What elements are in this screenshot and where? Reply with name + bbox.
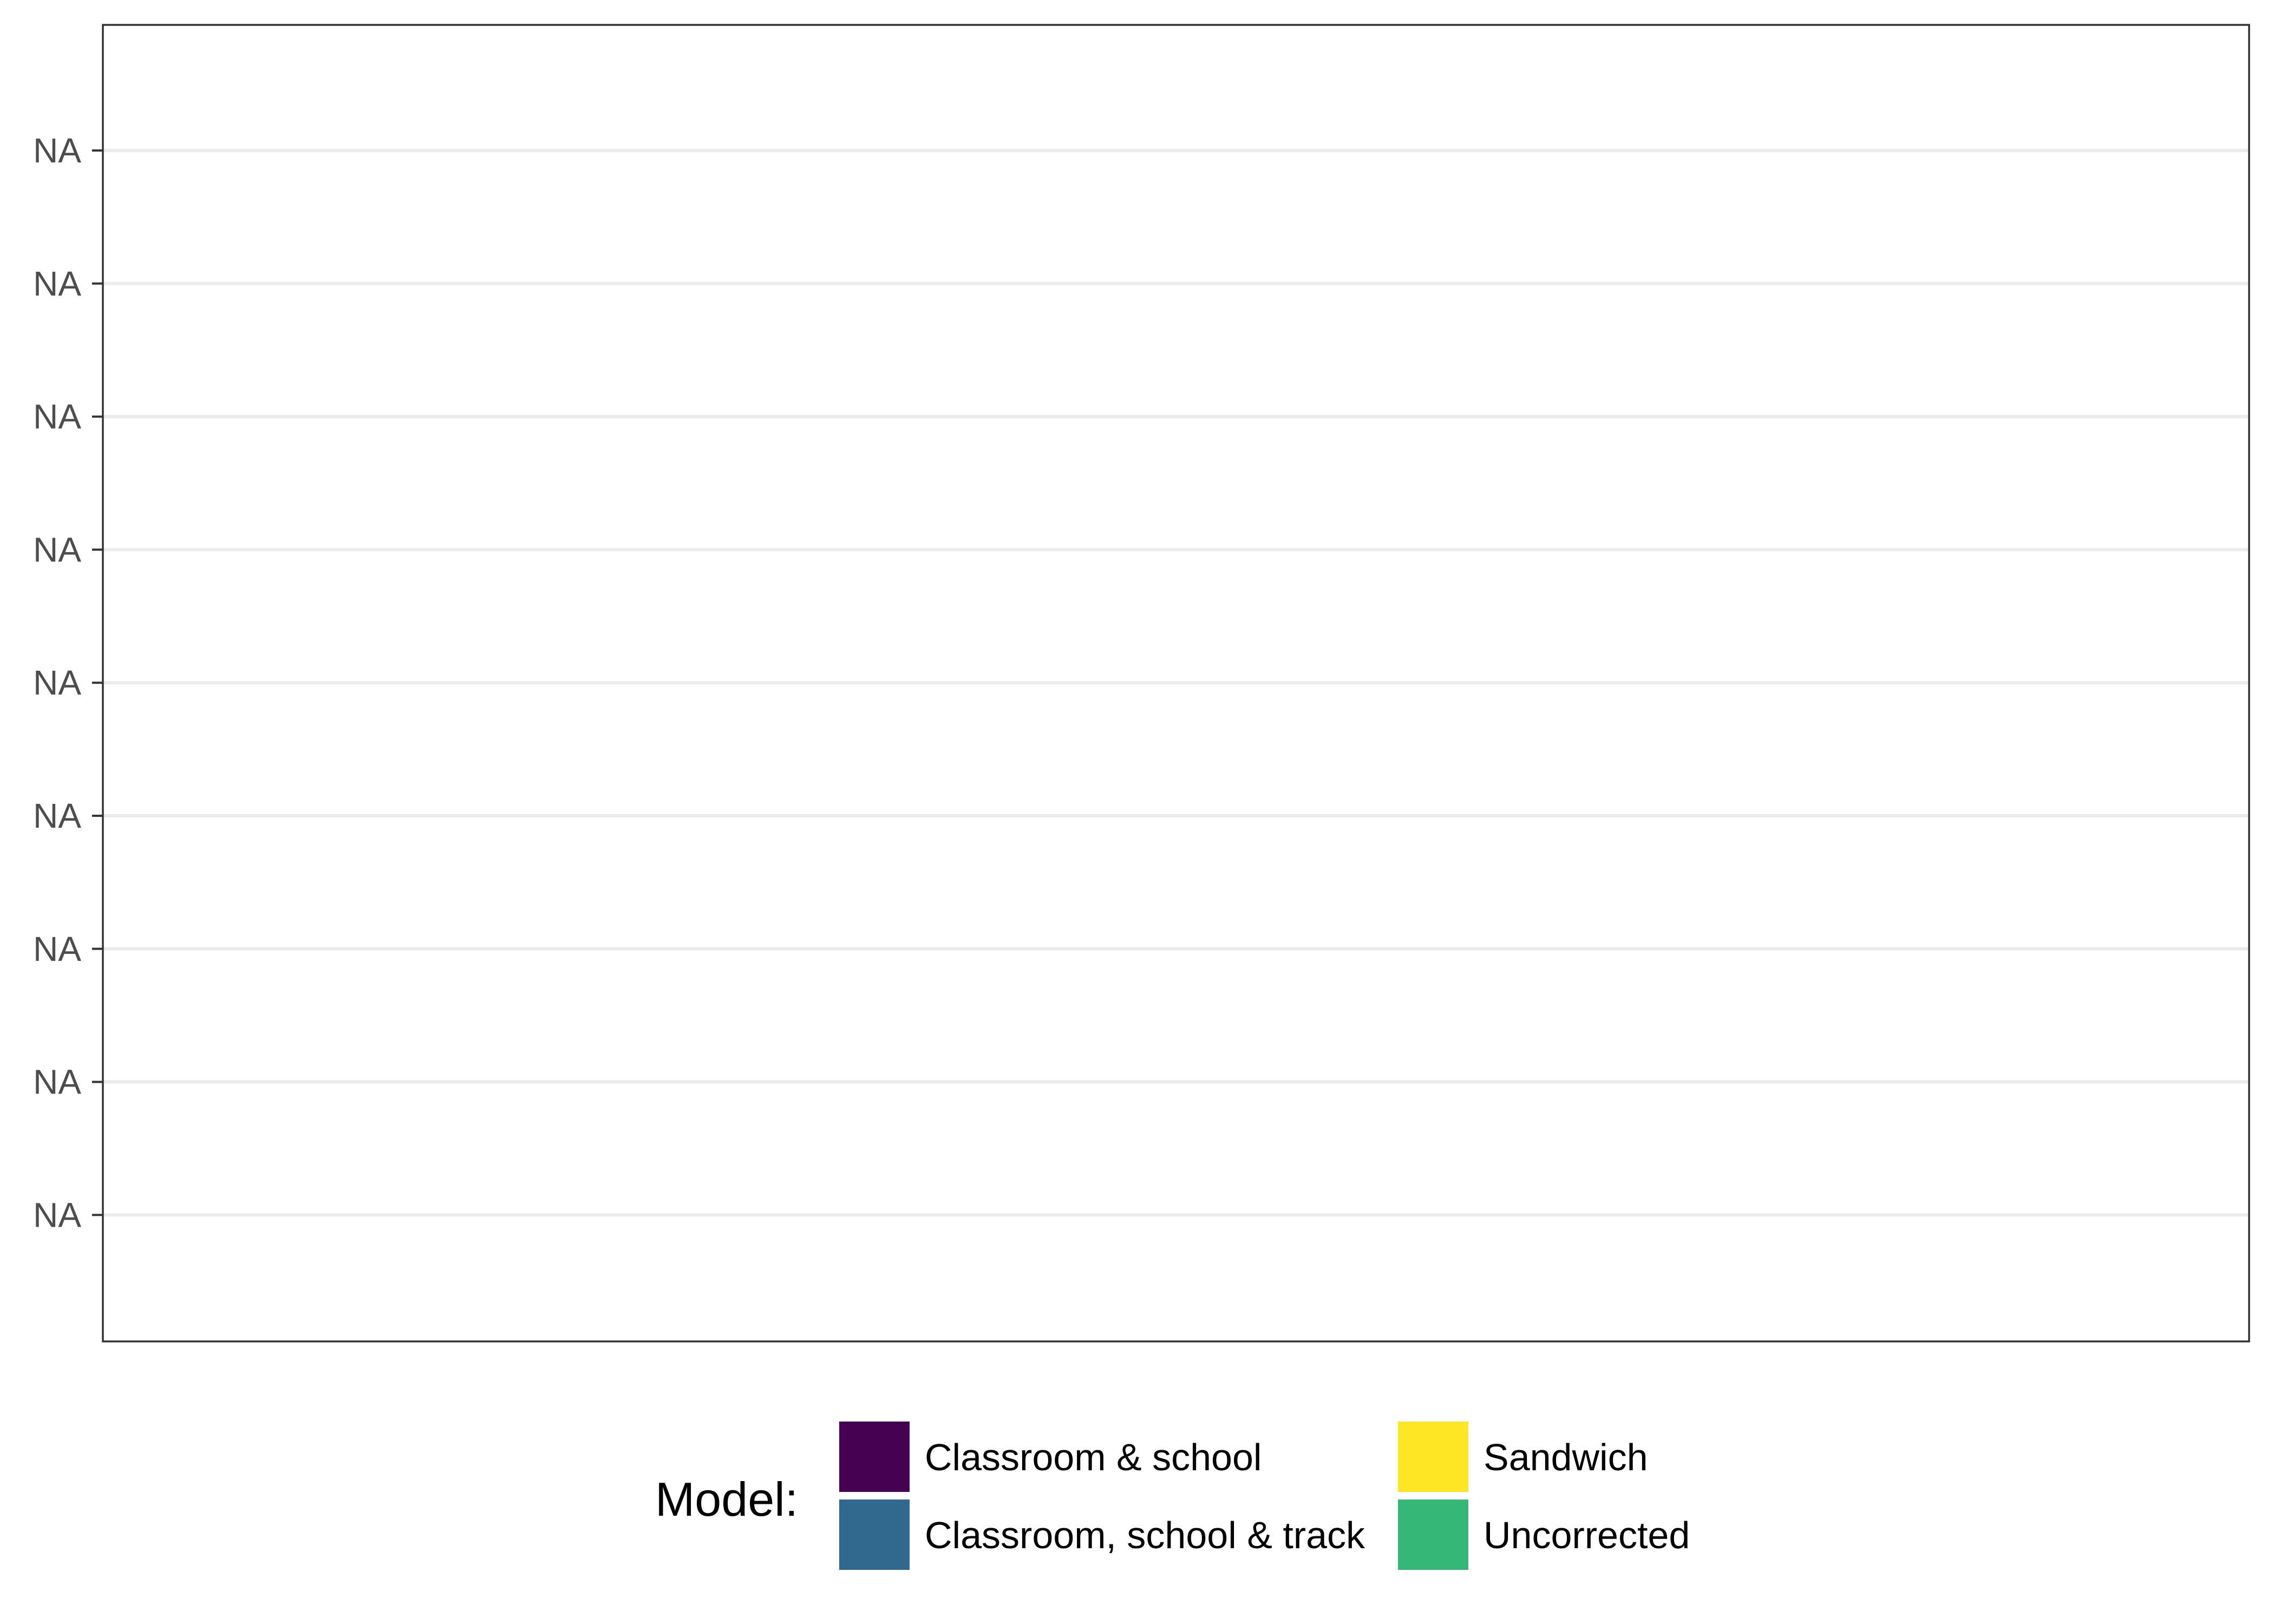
legend-label: Classroom & school	[925, 1436, 1262, 1478]
y-axis: NA NA NA NA NA NA NA NA NA	[33, 131, 103, 1234]
legend-label: Sandwich	[1484, 1436, 1648, 1478]
legend-items: Classroom & school Classroom, school & tr…	[837, 1419, 1690, 1572]
legend-key	[837, 1497, 912, 1572]
y-tick-label: NA	[33, 131, 81, 170]
y-tick-label: NA	[33, 796, 81, 835]
legend-key	[1396, 1497, 1471, 1572]
y-tick-label: NA	[33, 929, 81, 968]
legend: Model: Classroom & school Classroom, scho…	[655, 1419, 1690, 1572]
legend-key	[1396, 1419, 1471, 1494]
y-tick-label: NA	[33, 663, 81, 702]
legend-title: Model:	[655, 1472, 798, 1526]
y-tick-label: NA	[33, 1195, 81, 1234]
legend-key	[837, 1419, 912, 1494]
y-tick-label: NA	[33, 530, 81, 569]
legend-label: Classroom, school & track	[925, 1514, 1365, 1556]
legend-label: Uncorrected	[1484, 1514, 1690, 1556]
y-tick-label: NA	[33, 397, 81, 436]
y-tick-label: NA	[33, 1063, 81, 1102]
gridlines	[103, 149, 2249, 1217]
y-tick-label: NA	[33, 264, 81, 303]
